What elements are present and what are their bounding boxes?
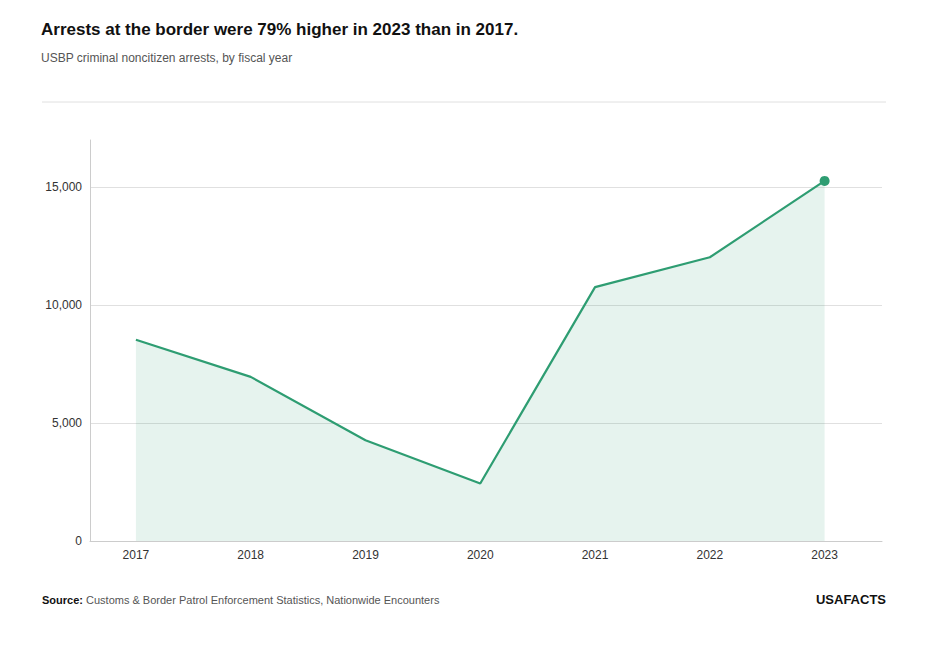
svg-text:USBP criminal noncitizen arres: USBP criminal noncitizen arrests, by fis… [41, 51, 292, 65]
svg-text:2023: 2023 [811, 548, 838, 562]
svg-text:0: 0 [75, 534, 82, 548]
svg-text:2020: 2020 [467, 548, 494, 562]
svg-text:15,000: 15,000 [45, 180, 82, 194]
svg-text:2021: 2021 [582, 548, 609, 562]
svg-text:USAFACTS: USAFACTS [816, 592, 886, 607]
svg-text:Arrests at the border were 79%: Arrests at the border were 79% higher in… [41, 20, 518, 39]
svg-text:2022: 2022 [696, 548, 723, 562]
svg-text:5,000: 5,000 [52, 416, 82, 430]
svg-text:Customs & Border Patrol Enforc: Customs & Border Patrol Enforcement Stat… [83, 594, 440, 606]
svg-text:2017: 2017 [123, 548, 150, 562]
svg-text:2018: 2018 [237, 548, 264, 562]
svg-text:10,000: 10,000 [45, 298, 82, 312]
svg-text:2019: 2019 [352, 548, 379, 562]
svg-text:Source:: Source: [42, 594, 83, 606]
